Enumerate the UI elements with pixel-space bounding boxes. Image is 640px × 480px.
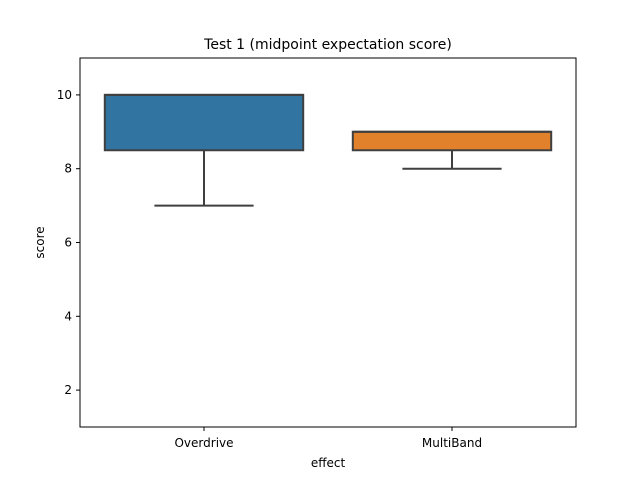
y-tick-label: 10 xyxy=(57,88,72,102)
box-body xyxy=(103,93,305,152)
y-tick-label: 2 xyxy=(64,383,72,397)
y-axis: 2 4 6 8 10 xyxy=(57,88,80,397)
box-overdrive xyxy=(103,93,305,207)
x-axis-label: effect xyxy=(311,456,346,470)
plot-area xyxy=(103,93,553,207)
box-multiband xyxy=(351,130,553,170)
x-tick-label: Overdrive xyxy=(174,436,233,450)
x-tick-label: MultiBand xyxy=(422,436,482,450)
box-body xyxy=(351,130,553,152)
y-tick-label: 8 xyxy=(64,162,72,176)
y-tick-label: 4 xyxy=(64,309,72,323)
chart-title: Test 1 (midpoint expectation score) xyxy=(203,37,452,53)
y-tick-label: 6 xyxy=(64,236,72,250)
x-axis: Overdrive MultiBand xyxy=(174,427,482,450)
y-axis-label: score xyxy=(33,226,47,258)
